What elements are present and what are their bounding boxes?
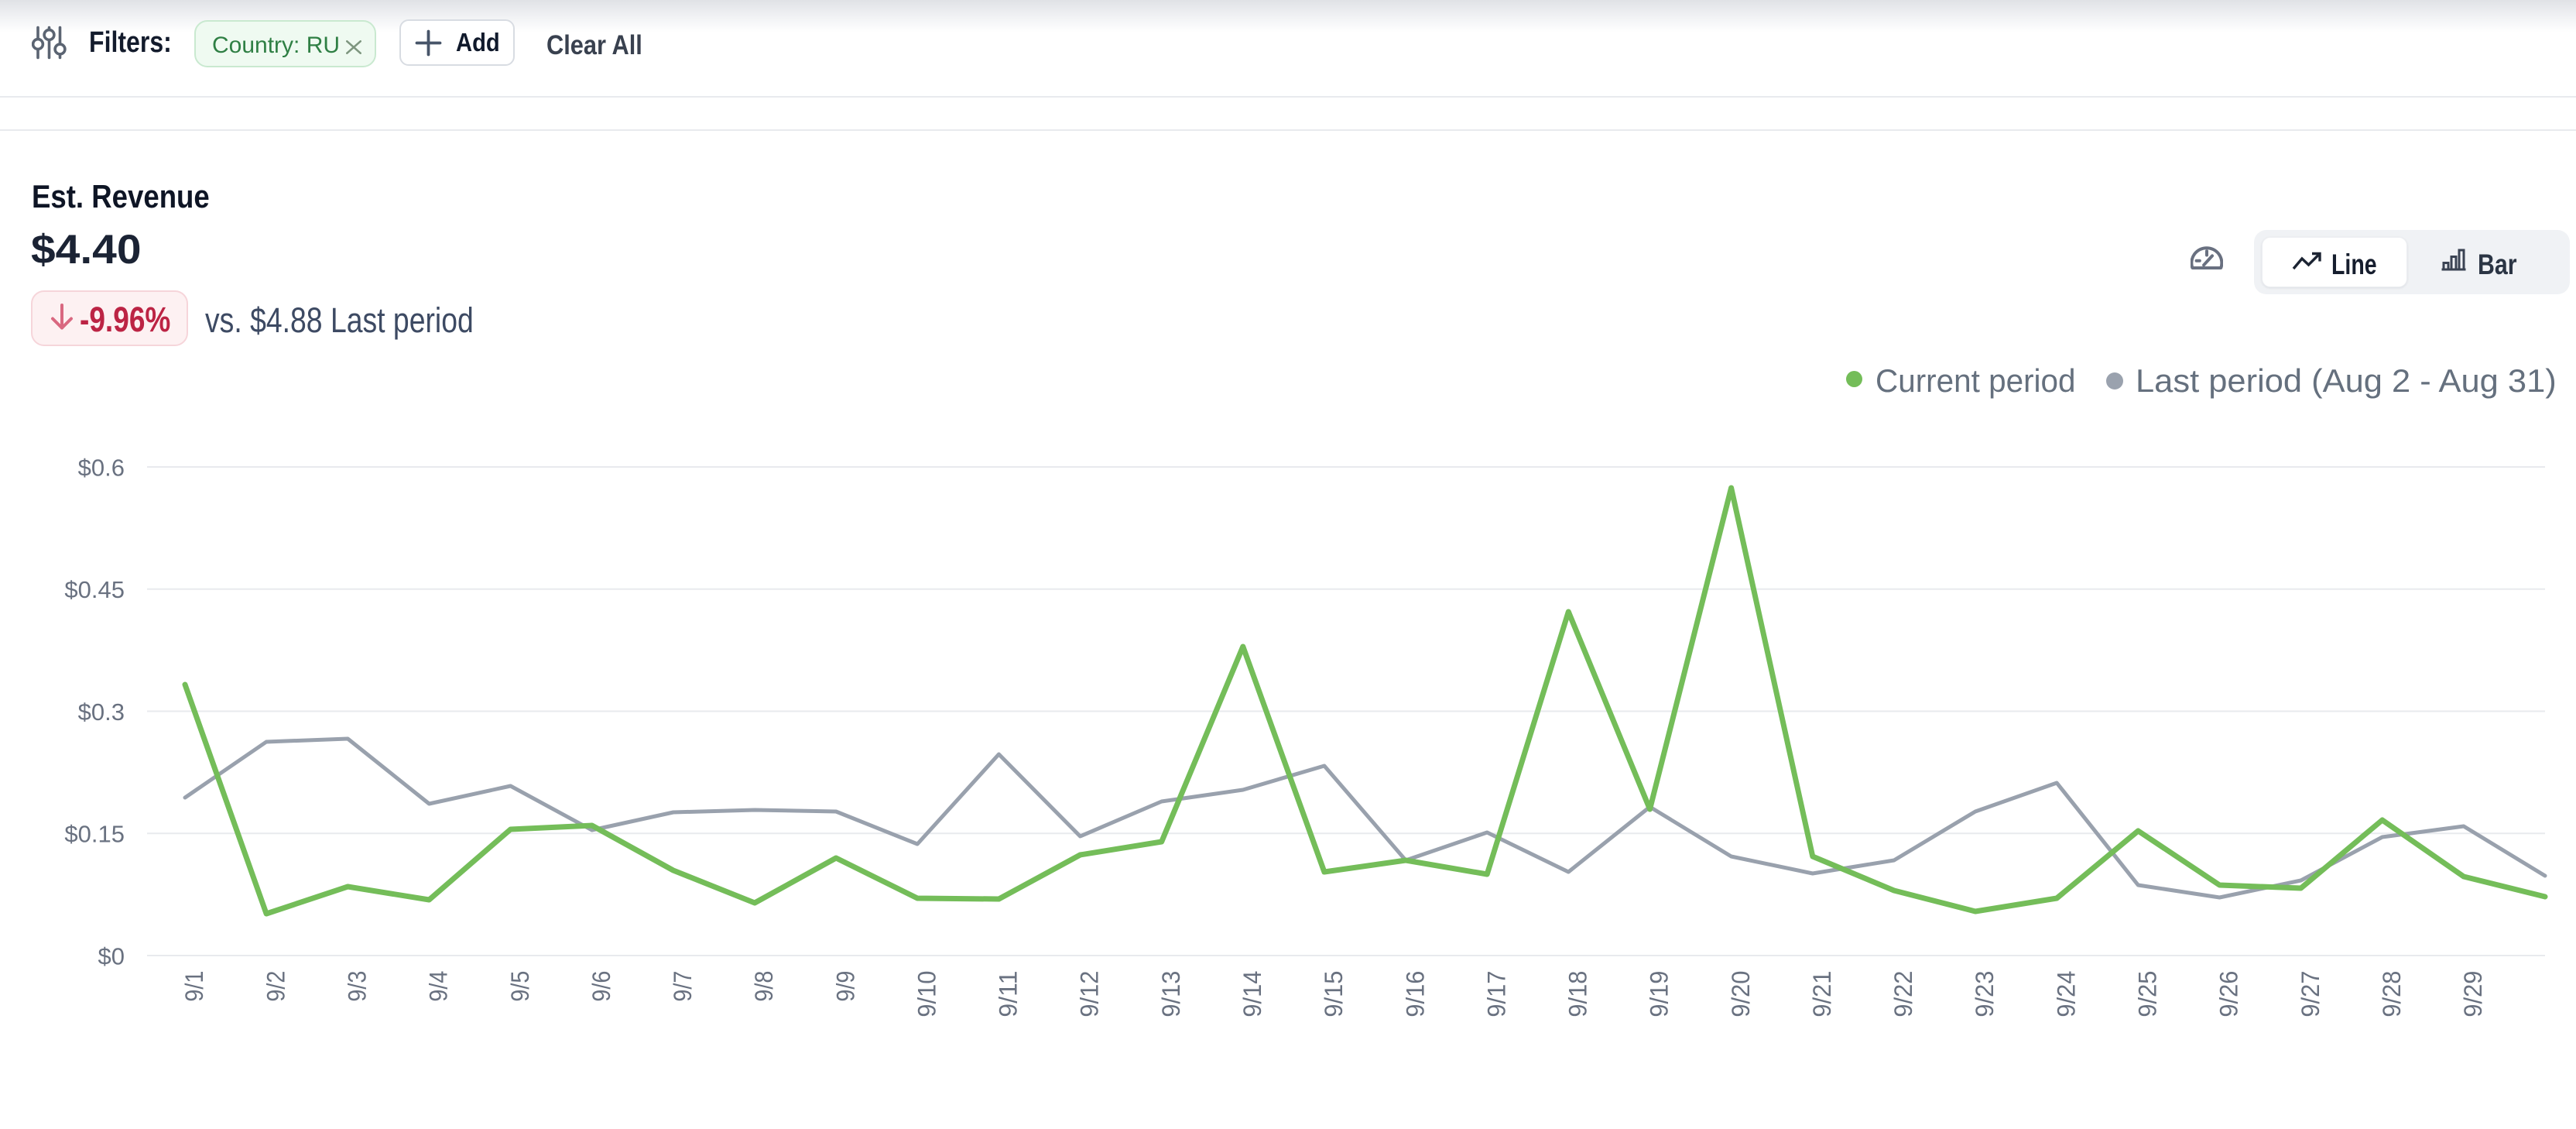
svg-text:$0.6: $0.6 xyxy=(78,454,125,481)
svg-text:9/12: 9/12 xyxy=(1076,971,1104,1017)
svg-text:9/21: 9/21 xyxy=(1808,971,1836,1017)
svg-text:9/27: 9/27 xyxy=(2297,971,2324,1017)
svg-text:9/19: 9/19 xyxy=(1646,971,1673,1017)
svg-text:9/5: 9/5 xyxy=(506,971,534,1002)
svg-text:9/26: 9/26 xyxy=(2215,971,2243,1017)
svg-text:9/29: 9/29 xyxy=(2459,971,2487,1017)
svg-text:9/20: 9/20 xyxy=(1727,971,1755,1017)
svg-text:$0: $0 xyxy=(98,942,125,969)
svg-text:9/7: 9/7 xyxy=(669,971,697,1002)
svg-text:9/1: 9/1 xyxy=(180,971,208,1002)
svg-text:9/28: 9/28 xyxy=(2378,971,2406,1017)
svg-text:9/23: 9/23 xyxy=(1971,971,1999,1017)
svg-text:$0.45: $0.45 xyxy=(64,576,125,603)
svg-text:9/6: 9/6 xyxy=(587,971,615,1002)
svg-text:$0.15: $0.15 xyxy=(64,821,125,848)
svg-text:9/22: 9/22 xyxy=(1889,971,1917,1017)
svg-text:9/3: 9/3 xyxy=(344,971,372,1002)
svg-text:9/9: 9/9 xyxy=(831,971,859,1002)
svg-text:9/4: 9/4 xyxy=(425,971,453,1002)
svg-text:$0.3: $0.3 xyxy=(78,698,125,726)
svg-text:9/2: 9/2 xyxy=(262,971,289,1002)
svg-text:9/11: 9/11 xyxy=(995,971,1023,1017)
svg-text:9/10: 9/10 xyxy=(913,971,940,1017)
svg-text:9/8: 9/8 xyxy=(750,971,778,1002)
svg-text:9/18: 9/18 xyxy=(1564,971,1592,1017)
svg-text:9/17: 9/17 xyxy=(1482,971,1510,1017)
svg-text:9/25: 9/25 xyxy=(2134,971,2162,1017)
svg-text:9/16: 9/16 xyxy=(1401,971,1429,1017)
svg-text:9/14: 9/14 xyxy=(1238,971,1266,1017)
svg-text:9/24: 9/24 xyxy=(2052,971,2080,1017)
svg-text:9/13: 9/13 xyxy=(1157,971,1185,1017)
svg-text:9/15: 9/15 xyxy=(1320,971,1348,1017)
